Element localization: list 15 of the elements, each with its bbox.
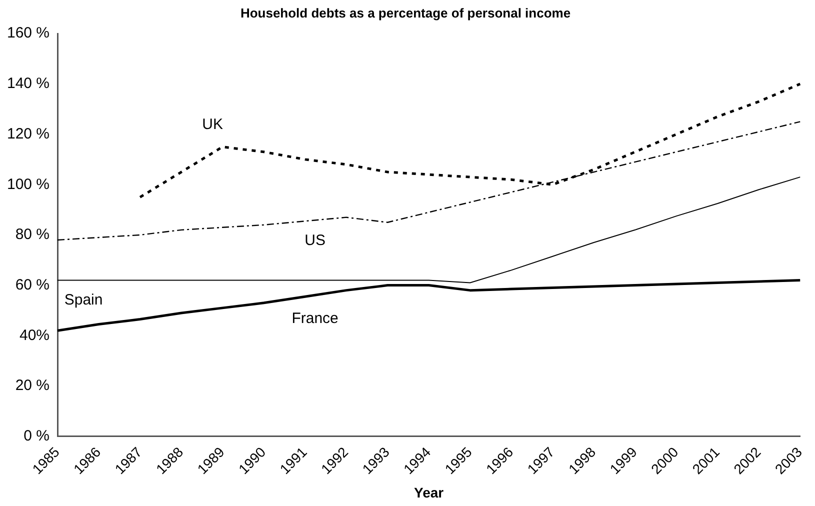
y-tick-label: 60 % (15, 276, 50, 294)
series-label: Spain (64, 291, 103, 308)
y-tick-label: 20 % (15, 377, 50, 394)
series-label: France (292, 310, 338, 327)
y-tick-label: 80 % (15, 226, 50, 244)
series-label: US (304, 232, 326, 250)
chart-title: Household debts as a percentage of personal income (240, 5, 571, 20)
y-tick-label: 120 % (6, 125, 50, 142)
series-label: UK (202, 116, 223, 133)
y-tick-label: 40% (20, 326, 50, 344)
y-tick-label: 140 % (6, 75, 50, 92)
y-tick-label: 160 % (6, 24, 50, 42)
y-tick-label: 100 % (6, 176, 50, 193)
y-tick-label: 0 % (24, 427, 50, 444)
x-axis-title: Year (414, 484, 444, 500)
